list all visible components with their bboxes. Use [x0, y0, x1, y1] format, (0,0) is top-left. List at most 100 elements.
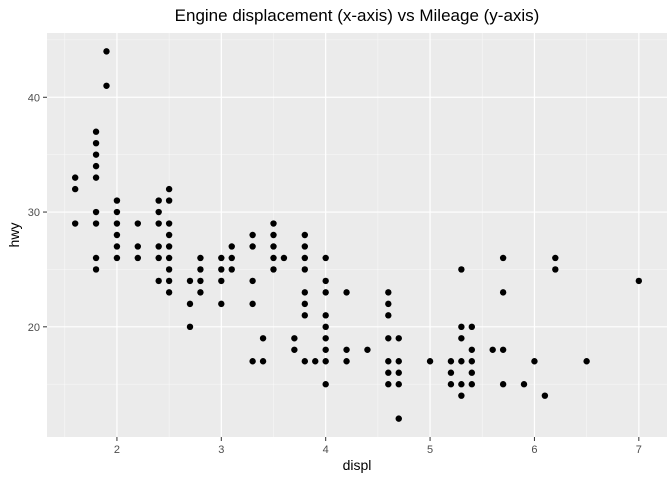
data-point [343, 358, 350, 365]
x-tick-label: 7 [636, 444, 642, 456]
data-point [155, 208, 162, 216]
data-point [165, 185, 173, 193]
x-tick-label: 6 [531, 444, 537, 456]
data-point [249, 231, 256, 239]
y-axis-title: hwy [6, 223, 22, 248]
data-point [499, 381, 507, 388]
chart-title: Engine displacement (x-axis) vs Mileage … [175, 6, 540, 25]
data-point [458, 358, 465, 365]
data-point [301, 289, 309, 296]
data-point [165, 289, 173, 296]
data-point [385, 300, 392, 308]
data-point [468, 323, 476, 331]
data-point [322, 312, 329, 319]
data-point [301, 266, 309, 273]
data-point [395, 369, 402, 376]
data-point [270, 231, 277, 239]
data-point [385, 335, 392, 342]
data-point [458, 266, 465, 273]
x-tick-label: 5 [427, 444, 433, 456]
data-point [155, 254, 162, 262]
data-point [92, 174, 100, 181]
data-point [468, 346, 476, 353]
data-point [71, 185, 79, 193]
data-point [364, 346, 371, 353]
data-point [165, 231, 173, 239]
data-point [301, 254, 309, 262]
data-point [270, 254, 277, 262]
data-point [499, 346, 507, 353]
data-point [165, 197, 173, 204]
data-point [134, 220, 142, 227]
data-point [541, 392, 549, 399]
data-point [71, 174, 79, 181]
data-point [426, 358, 434, 365]
x-tick-label: 4 [323, 444, 329, 456]
data-point [228, 254, 235, 262]
data-point [395, 358, 402, 365]
data-point [113, 208, 121, 216]
data-point [395, 381, 402, 388]
data-point [458, 381, 465, 388]
data-point [458, 392, 465, 399]
data-point [322, 289, 329, 296]
data-point [186, 300, 194, 308]
y-axis: 20 30 40 [28, 92, 47, 334]
data-point [218, 254, 225, 262]
y-tick-label: 30 [28, 207, 40, 219]
data-point [552, 266, 559, 273]
data-point [489, 346, 496, 353]
data-point [583, 358, 590, 365]
data-point [322, 346, 329, 353]
data-point [155, 220, 162, 227]
data-point [322, 335, 329, 342]
data-point [186, 323, 194, 331]
data-point [92, 162, 100, 170]
data-point [249, 300, 256, 308]
data-point [103, 82, 110, 89]
data-point [499, 254, 507, 262]
x-axis: 2 3 4 5 6 7 [114, 437, 642, 456]
x-tick-label: 2 [114, 444, 120, 456]
x-tick-label: 3 [218, 444, 224, 456]
data-point [301, 231, 309, 239]
data-point [385, 369, 392, 376]
data-point [468, 358, 476, 365]
data-point [270, 266, 277, 273]
data-point [218, 277, 225, 285]
data-point [468, 369, 476, 376]
data-point [113, 231, 121, 239]
data-point [385, 358, 392, 365]
data-point [385, 289, 392, 296]
major-gridlines [47, 33, 667, 437]
data-point [134, 254, 142, 262]
data-point [113, 254, 121, 262]
data-point [312, 358, 319, 365]
data-point [458, 335, 465, 342]
data-point [322, 254, 329, 262]
data-point [259, 358, 267, 365]
x-axis-title: displ [343, 457, 372, 473]
data-point [322, 381, 329, 388]
data-point [635, 277, 643, 285]
data-point [520, 381, 528, 388]
y-tick-label: 20 [28, 322, 40, 334]
data-point [186, 277, 194, 285]
data-point [165, 243, 173, 250]
data-point [155, 277, 162, 285]
data-point [395, 335, 402, 342]
data-point [92, 128, 100, 135]
data-point [92, 266, 100, 273]
data-point [249, 243, 256, 250]
data-point [395, 415, 402, 422]
data-point [92, 139, 100, 147]
data-point [301, 312, 309, 319]
minor-gridlines [47, 33, 667, 437]
data-point [270, 220, 277, 227]
data-point [322, 277, 329, 285]
data-point [103, 48, 110, 55]
data-point [249, 277, 256, 285]
data-point [165, 254, 173, 262]
data-point [92, 254, 100, 262]
